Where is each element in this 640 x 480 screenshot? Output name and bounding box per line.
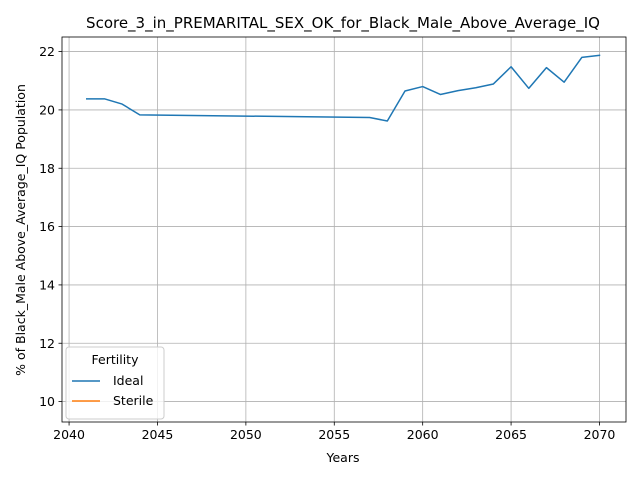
plot-area-frame <box>61 36 627 423</box>
y-tick-label: 12 <box>39 336 55 351</box>
y-tick-label: 22 <box>39 44 55 59</box>
x-tick-label: 2050 <box>230 427 262 442</box>
x-tick-label: 2065 <box>495 427 527 442</box>
series-line-ideal <box>86 54 601 122</box>
y-tick-label: 18 <box>39 161 55 176</box>
x-tick-label: 2040 <box>53 427 85 442</box>
legend-label-sterile: Sterile <box>113 393 154 408</box>
y-tick-label: 14 <box>39 277 55 292</box>
x-axis: 2040 2045 2050 2055 2060 2065 2070 <box>53 422 615 442</box>
legend-title: Fertility <box>92 352 140 367</box>
x-tick-label: 2055 <box>318 427 350 442</box>
x-tick-label: 2060 <box>407 427 439 442</box>
y-tick-label: 16 <box>39 219 55 234</box>
y-tick-label: 10 <box>39 394 55 409</box>
x-tick-label: 2070 <box>584 427 616 442</box>
legend-label-ideal: Ideal <box>113 373 143 388</box>
chart-title: Score_3_in_PREMARITAL_SEX_OK_for_Black_M… <box>86 14 600 33</box>
x-axis-label: Years <box>326 450 360 465</box>
y-axis: 10 12 14 16 18 20 22 <box>39 44 62 409</box>
x-tick-label: 2045 <box>142 427 174 442</box>
y-tick-label: 20 <box>39 102 55 117</box>
y-axis-label: % of Black_Male Above_Average_IQ Populat… <box>13 84 28 376</box>
series-layer <box>86 54 601 122</box>
legend: Fertility Ideal Sterile <box>65 346 165 420</box>
